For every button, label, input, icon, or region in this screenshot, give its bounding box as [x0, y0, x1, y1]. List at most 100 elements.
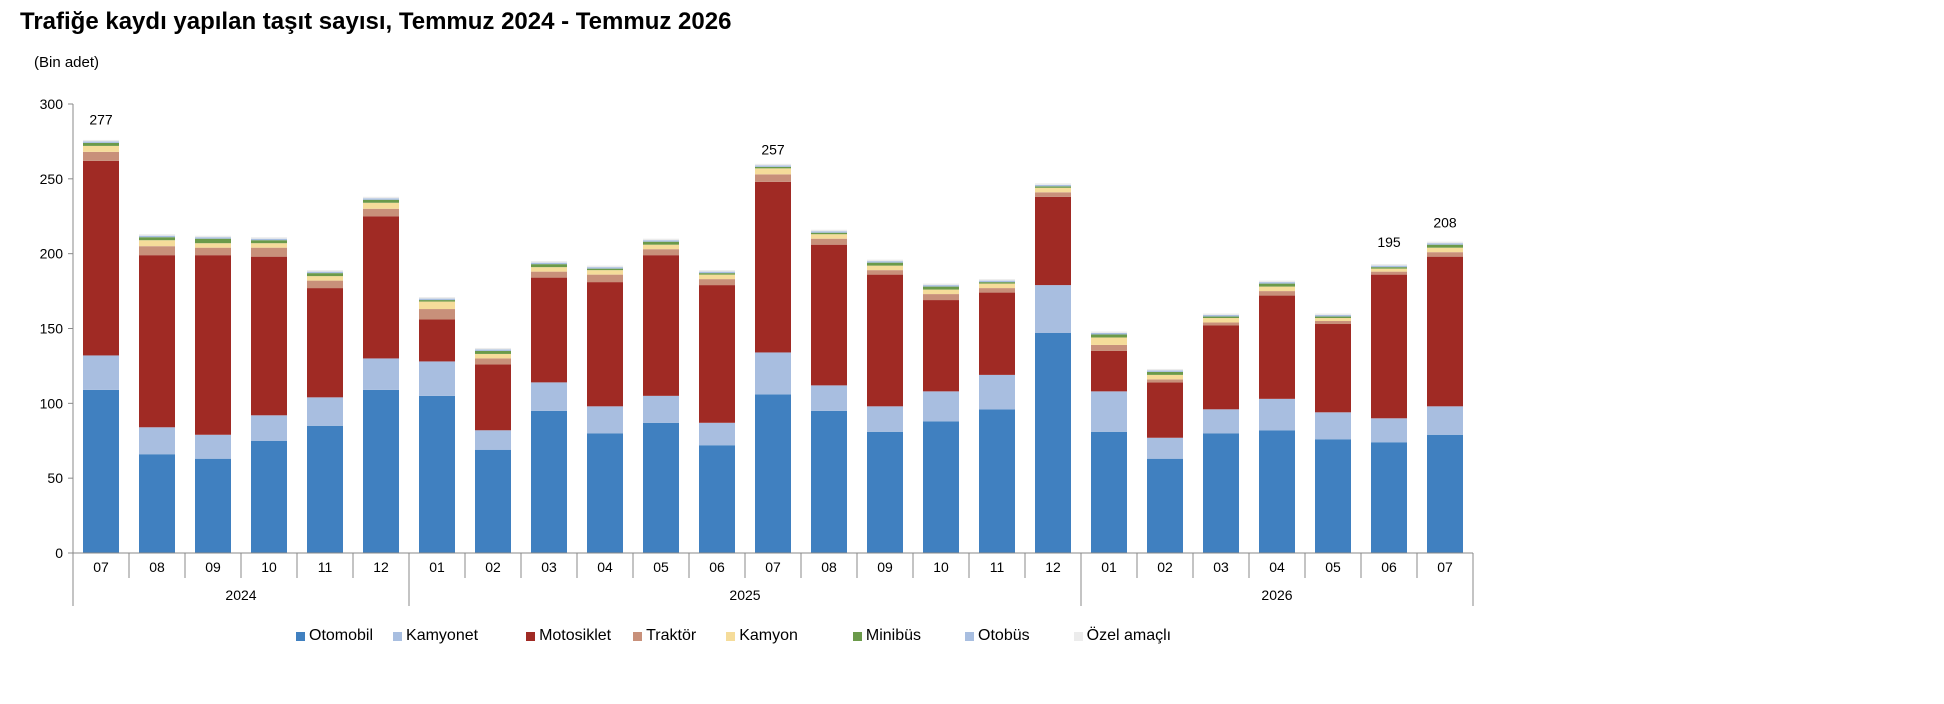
bar-segment-özel-amaçlı: [1091, 331, 1127, 333]
bar-segment-özel-amaçlı: [307, 270, 343, 272]
bar-segment-otobüs: [1035, 184, 1071, 187]
bar-segment-kamyonet: [139, 427, 175, 455]
y-tick-label: 200: [40, 246, 64, 262]
bar-segment-kamyonet: [1035, 285, 1071, 333]
bar-segment-otobüs: [1315, 315, 1351, 317]
legend-label: Motosiklet: [539, 627, 612, 644]
year-group-label: 2024: [225, 587, 256, 603]
bar-segment-otobüs: [83, 141, 119, 143]
bar-segment-traktör: [83, 151, 119, 161]
y-tick-label: 250: [40, 171, 64, 187]
bar-segment-traktör: [531, 271, 567, 278]
bar-segment-kamyonet: [755, 352, 791, 395]
bar-segment-özel-amaçlı: [1203, 313, 1239, 316]
bar-segment-özel-amaçlı: [811, 229, 847, 232]
bar-segment-kamyonet: [587, 406, 623, 434]
bar-segment-traktör: [1427, 252, 1463, 257]
bar-segment-minibüs: [867, 262, 903, 266]
bar-segment-minibüs: [195, 238, 231, 244]
bar-segment-özel-amaçlı: [1147, 368, 1183, 371]
bar-segment-otomobil: [1091, 431, 1127, 553]
bar-segment-motosiklet: [83, 160, 119, 356]
bar-segment-motosiklet: [1091, 350, 1127, 392]
y-axis: 0 50 100 150 200 250 300: [40, 96, 74, 561]
bar-segment-motosiklet: [643, 255, 679, 396]
bar-segment-traktör: [867, 270, 903, 275]
bar-segment-kamyonet: [1147, 437, 1183, 459]
bar-segment-minibüs: [979, 282, 1015, 284]
bar-segment-özel-amaçlı: [587, 265, 623, 268]
x-tick-label: 09: [205, 559, 221, 575]
bar-segment-kamyonet: [699, 422, 735, 446]
bar-segment-otobüs: [1371, 265, 1407, 268]
bar-segment-traktör: [643, 249, 679, 256]
bar-segment-otobüs: [531, 262, 567, 265]
year-group-label: 2025: [729, 587, 760, 603]
bar-segment-özel-amaçlı: [1427, 241, 1463, 244]
bar-segment-traktör: [307, 280, 343, 289]
bar-segment-minibüs: [307, 273, 343, 277]
bar-segment-traktör: [1091, 344, 1127, 351]
bar-segment-minibüs: [755, 166, 791, 169]
bar-segment-traktör: [699, 279, 735, 286]
bar-segment-motosiklet: [1427, 256, 1463, 407]
bar-segment-traktör: [363, 208, 399, 217]
bar-segment-otobüs: [1091, 332, 1127, 335]
bar-segment-kamyonet: [419, 361, 455, 396]
bar-segment-minibüs: [475, 350, 511, 354]
bar-segment-özel-amaçlı: [1315, 313, 1351, 316]
bar-segment-traktör: [1259, 291, 1295, 296]
bar-segment-motosiklet: [475, 364, 511, 431]
legend-label: Otomobil: [309, 627, 374, 644]
bar-segment-kamyon: [1147, 374, 1183, 380]
y-tick-label: 150: [40, 321, 64, 337]
bar-segment-motosiklet: [587, 282, 623, 407]
bar-segment-özel-amaçlı: [699, 270, 735, 272]
bar-segment-otomobil: [1259, 430, 1295, 553]
bar-segment-kamyon: [643, 244, 679, 250]
x-tick-label: 04: [597, 559, 613, 575]
bar-segment-motosiklet: [867, 274, 903, 407]
y-axis-unit-label: (Bin adet): [34, 54, 100, 71]
legend-item: Motosiklet: [526, 627, 611, 645]
legend-label: Kamyon: [739, 627, 798, 644]
bar-segment-traktör: [587, 274, 623, 283]
bar-total-label: 257: [761, 141, 785, 157]
bar-segment-kamyonet: [307, 397, 343, 426]
bar-segment-kamyonet: [251, 415, 287, 441]
bar-segment-traktör: [923, 294, 959, 301]
bar-segment-özel-amaçlı: [251, 237, 287, 239]
bar-segment-motosiklet: [419, 319, 455, 362]
legend-item: Özel amaçlı: [1073, 627, 1171, 645]
bar-segment-otomobil: [1371, 442, 1407, 553]
x-tick-label: 03: [541, 559, 557, 575]
bar-segment-kamyonet: [1427, 406, 1463, 435]
bar-segment-özel-amaçlı: [979, 279, 1015, 281]
bar-segment-traktör: [195, 247, 231, 256]
bar-segment-kamyonet: [923, 391, 959, 422]
bar-segment-otomobil: [531, 410, 567, 553]
bar-segment-kamyon: [531, 267, 567, 272]
bar-total-label: 277: [89, 111, 113, 127]
bar-segment-kamyon: [475, 353, 511, 359]
bar-segment-kamyonet: [1371, 418, 1407, 443]
x-tick-label: 06: [709, 559, 725, 575]
bar-segment-otomobil: [1203, 433, 1239, 553]
y-tick-label: 50: [47, 470, 63, 486]
bar-segment-minibüs: [83, 142, 119, 146]
legend-item: Kamyonet: [393, 627, 478, 645]
x-tick-label: 12: [373, 559, 389, 575]
bars: [83, 139, 1463, 553]
bar-segment-kamyon: [307, 276, 343, 281]
bar-segment-traktör: [1315, 321, 1351, 325]
bar-segment-özel-amaçlı: [419, 297, 455, 299]
legend-label: Minibüs: [865, 627, 922, 644]
bar-segment-minibüs: [1147, 371, 1183, 375]
bar-segment-minibüs: [1203, 316, 1239, 319]
bar-segment-minibüs: [1427, 244, 1463, 248]
bar-segment-otomobil: [643, 422, 679, 553]
bar-segment-motosiklet: [1147, 382, 1183, 438]
bar-segment-kamyon: [867, 265, 903, 271]
bar-segment-otomobil: [699, 445, 735, 553]
bar-segment-otobüs: [755, 165, 791, 167]
